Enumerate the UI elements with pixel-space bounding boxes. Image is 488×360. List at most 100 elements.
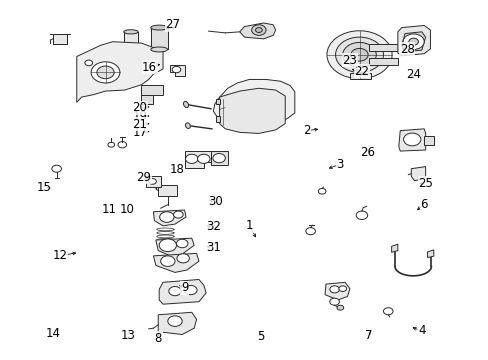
Circle shape <box>173 211 183 218</box>
Text: 28: 28 <box>399 43 414 56</box>
Polygon shape <box>215 99 219 104</box>
Circle shape <box>342 42 376 67</box>
Circle shape <box>159 239 176 252</box>
Polygon shape <box>123 32 138 45</box>
Text: 14: 14 <box>45 327 60 340</box>
Polygon shape <box>151 28 167 49</box>
Circle shape <box>97 66 114 79</box>
Polygon shape <box>325 282 349 300</box>
Circle shape <box>355 211 367 220</box>
Circle shape <box>326 31 391 79</box>
Circle shape <box>383 308 392 315</box>
Ellipse shape <box>183 102 188 108</box>
Circle shape <box>329 286 339 293</box>
Polygon shape <box>424 136 433 145</box>
Circle shape <box>305 228 315 235</box>
Ellipse shape <box>123 30 138 34</box>
Text: 18: 18 <box>170 163 184 176</box>
Text: 13: 13 <box>121 329 136 342</box>
Polygon shape <box>158 312 196 334</box>
Polygon shape <box>368 58 397 66</box>
Circle shape <box>168 287 181 296</box>
Polygon shape <box>401 32 425 51</box>
Circle shape <box>160 212 174 222</box>
Circle shape <box>176 239 187 248</box>
Text: 19: 19 <box>132 110 147 123</box>
Circle shape <box>350 48 367 61</box>
Polygon shape <box>219 88 285 134</box>
Polygon shape <box>141 85 163 95</box>
Circle shape <box>255 28 262 32</box>
Text: 1: 1 <box>245 219 252 232</box>
Circle shape <box>185 154 198 163</box>
Circle shape <box>329 298 339 305</box>
Circle shape <box>118 141 126 148</box>
Circle shape <box>52 165 61 172</box>
Circle shape <box>402 34 424 49</box>
Polygon shape <box>215 117 219 122</box>
Circle shape <box>85 60 92 66</box>
Text: 32: 32 <box>205 220 221 233</box>
Circle shape <box>184 285 197 294</box>
Polygon shape <box>410 167 425 181</box>
Text: 23: 23 <box>342 54 357 67</box>
Text: 26: 26 <box>360 146 374 159</box>
Text: 8: 8 <box>154 332 162 345</box>
Circle shape <box>91 62 120 83</box>
Text: 25: 25 <box>417 177 432 190</box>
Text: 10: 10 <box>120 203 135 216</box>
Text: 22: 22 <box>354 65 368 78</box>
Text: 2: 2 <box>303 124 310 137</box>
Text: 29: 29 <box>136 171 151 184</box>
Text: 12: 12 <box>52 249 67 262</box>
Text: 6: 6 <box>420 198 427 211</box>
Polygon shape <box>213 80 294 128</box>
Text: 20: 20 <box>132 101 147 114</box>
Text: 3: 3 <box>336 158 344 171</box>
Polygon shape <box>349 73 371 80</box>
Polygon shape <box>239 23 275 39</box>
Polygon shape <box>153 210 185 226</box>
Circle shape <box>212 153 225 163</box>
Text: 17: 17 <box>132 126 147 139</box>
Polygon shape <box>368 44 397 51</box>
Text: 27: 27 <box>165 18 180 31</box>
Circle shape <box>335 37 383 72</box>
Ellipse shape <box>150 47 167 52</box>
Text: 30: 30 <box>208 195 223 208</box>
Circle shape <box>336 305 343 310</box>
Circle shape <box>177 254 189 263</box>
Text: 5: 5 <box>257 330 264 343</box>
Text: 7: 7 <box>365 329 372 342</box>
Polygon shape <box>141 95 153 104</box>
Circle shape <box>172 66 181 73</box>
Circle shape <box>148 179 156 184</box>
Polygon shape <box>159 279 206 304</box>
Text: 31: 31 <box>205 240 221 253</box>
Circle shape <box>167 316 182 327</box>
Circle shape <box>160 256 175 266</box>
Polygon shape <box>391 244 397 252</box>
Circle shape <box>197 154 209 163</box>
Polygon shape <box>156 238 194 257</box>
Circle shape <box>318 189 325 194</box>
Text: 24: 24 <box>405 68 420 81</box>
Circle shape <box>338 286 346 292</box>
Polygon shape <box>77 42 163 102</box>
Ellipse shape <box>185 123 190 129</box>
Text: 11: 11 <box>102 203 117 216</box>
Text: 4: 4 <box>417 324 425 337</box>
Polygon shape <box>158 185 177 196</box>
Polygon shape <box>153 253 199 273</box>
Text: 15: 15 <box>37 181 52 194</box>
Text: 21: 21 <box>132 118 147 131</box>
Polygon shape <box>210 151 227 165</box>
Text: 9: 9 <box>181 281 188 294</box>
Circle shape <box>408 38 418 45</box>
Circle shape <box>403 133 420 146</box>
Polygon shape <box>170 66 184 76</box>
Polygon shape <box>184 151 210 168</box>
Polygon shape <box>398 129 425 151</box>
Circle shape <box>251 25 265 35</box>
Polygon shape <box>397 26 429 56</box>
